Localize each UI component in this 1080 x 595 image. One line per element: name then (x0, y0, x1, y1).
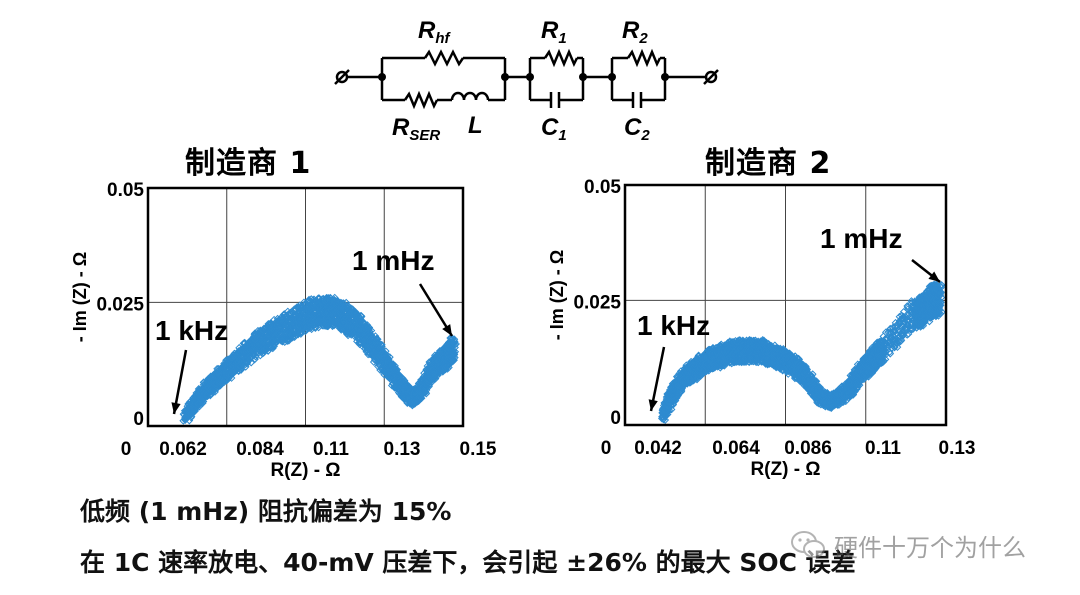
data-point (256, 334, 265, 342)
chart-2-title: 制造商 2 (705, 146, 832, 181)
data-point (742, 358, 751, 366)
x-tick-label: 0.15 (460, 439, 497, 460)
rser-label: RSER (392, 114, 440, 144)
data-point (709, 364, 718, 372)
data-point (265, 343, 274, 352)
data-point (699, 368, 707, 377)
y-tick-label: 0.05 (107, 180, 144, 201)
data-point (367, 326, 376, 335)
x-tick-label: 0.11 (313, 439, 349, 460)
x-tick-label: 0.062 (159, 439, 207, 460)
data-point (269, 340, 277, 349)
data-point (347, 308, 356, 317)
arrow-head (171, 402, 181, 414)
data-point (179, 416, 188, 425)
data-point (373, 338, 382, 347)
scatter-points (179, 293, 460, 425)
c2-label: C2 (624, 114, 650, 144)
data-point (784, 370, 793, 378)
x-axis-label: R(Z) - Ω (270, 460, 340, 481)
y-axis-label: - Im (Z) - Ω (70, 252, 90, 342)
y-tick-label: 0.025 (96, 294, 144, 315)
data-point (450, 340, 459, 349)
x-tick-label: 0.084 (236, 439, 284, 460)
data-point (450, 348, 459, 357)
r2-label: R2 (622, 17, 648, 47)
annotation-1mhz: 1 mHz (352, 245, 434, 276)
data-point (266, 320, 275, 329)
plot-frame (146, 186, 465, 428)
circuit-diagram: Rhf RSER L R1 C1 R2 C2 (334, 17, 719, 144)
data-point (445, 344, 454, 352)
r1-label: R1 (541, 17, 567, 47)
data-point (355, 316, 364, 325)
scatter-points (658, 280, 946, 424)
data-point (350, 308, 358, 317)
data-point (447, 336, 456, 345)
data-point (243, 358, 252, 367)
data-point (268, 344, 277, 353)
data-point (796, 361, 805, 369)
data-point (241, 360, 249, 369)
data-point (369, 358, 378, 366)
data-point (323, 320, 332, 329)
arrow-head (442, 324, 452, 336)
data-point (355, 312, 363, 321)
data-point (336, 298, 345, 307)
y-tick-label: 0 (133, 409, 144, 430)
x-tick-label: 0.13 (384, 439, 421, 460)
data-point (758, 337, 767, 346)
data-point (300, 309, 309, 318)
data-point (802, 366, 811, 375)
chart-1-title: 制造商 1 (185, 146, 312, 181)
data-point (748, 337, 757, 346)
c1-label: C1 (541, 114, 567, 144)
data-point (271, 338, 280, 347)
data-point (374, 343, 382, 352)
annotation-1khz: 1 kHz (155, 315, 228, 346)
data-point (664, 407, 673, 416)
inductor-label: L (468, 112, 483, 139)
chart-1: 0 0.025 0.05 0 0.062 0.084 0.11 0.13 0.15 R(Z) - … (70, 180, 497, 481)
x-tick-label: 0 (121, 439, 132, 460)
rhf-label: Rhf (418, 17, 452, 47)
data-point (447, 334, 456, 343)
data-point (792, 357, 801, 365)
